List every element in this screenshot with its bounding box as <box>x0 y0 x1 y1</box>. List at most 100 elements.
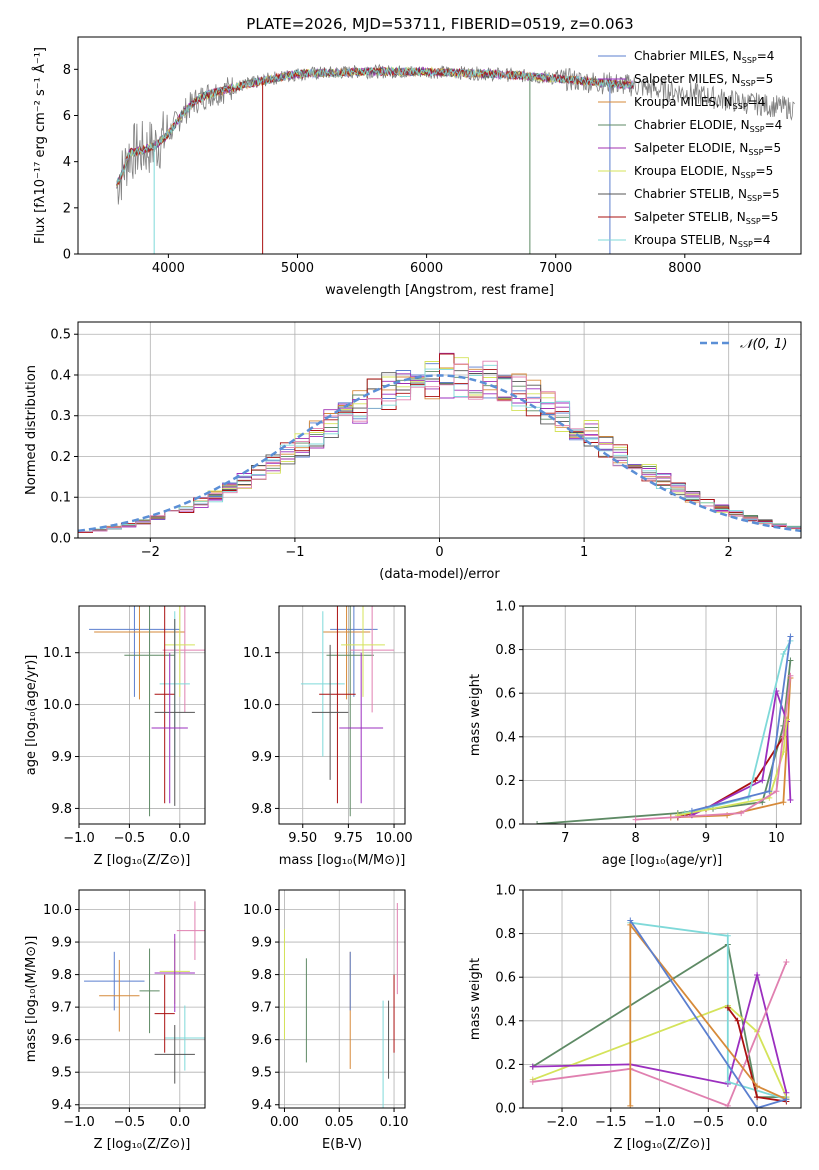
model-spectrum-7 <box>116 66 634 186</box>
y-tick-label: 9.9 <box>251 936 272 951</box>
axes-frame <box>78 605 206 825</box>
x-tick-label: −2.0 <box>546 1115 578 1130</box>
axes-frame <box>522 605 802 825</box>
histogram-8 <box>78 364 801 538</box>
y-tick-label: 9.4 <box>251 1098 272 1113</box>
x-tick-label: −0.5 <box>114 831 146 846</box>
panel-mass-vs-Z: −1.0 −0.5 0.0 9.4 9.5 9.6 9.7 9.8 9.9 10.0 Z [log₁… <box>24 889 206 1152</box>
y-tick-label: 2 <box>63 201 71 216</box>
y-tick-label: 0.8 <box>495 643 516 658</box>
x-tick-label: −1.5 <box>595 1115 627 1130</box>
panel-weight-vs-age: 7 8 9 10 0.0 0.2 0.4 0.6 0.8 1.0 age [log₁₀(age/yr… <box>468 600 802 868</box>
weight-line-4 <box>684 640 792 814</box>
x-tick-label: −2 <box>141 545 160 560</box>
weight-marker <box>754 1083 761 1090</box>
weight-marker <box>783 1096 790 1103</box>
x-tick-label: −0.5 <box>114 1115 146 1130</box>
weight-marker <box>787 657 794 664</box>
histogram-9 <box>78 360 801 538</box>
y-tick-label: 9.6 <box>251 1033 272 1048</box>
y-tick-label: 0.0 <box>495 818 516 833</box>
y-tick-label: 9.8 <box>51 968 72 983</box>
weight-line-5 <box>677 719 788 817</box>
x-tick-label: 1 <box>580 545 588 560</box>
figure-title: PLATE=2026, MJD=53711, FIBERID=0519, z=0… <box>246 15 633 33</box>
gaussian-curve <box>78 374 801 533</box>
x-tick-label: 10.00 <box>375 831 412 846</box>
weight-marker <box>724 1078 731 1085</box>
weight-marker <box>787 633 794 640</box>
y-tick-label: 10.0 <box>43 903 72 918</box>
weight-line-7 <box>629 919 787 1108</box>
y-tick-label: 9.8 <box>251 802 272 817</box>
x-tick-label: 0.10 <box>380 1115 409 1130</box>
weight-marker <box>783 1089 790 1096</box>
legend-label: Chabrier MILES, NSSP=4 <box>634 49 774 65</box>
y-tick-label: 4 <box>63 155 71 170</box>
y-tick-label: 1.0 <box>495 884 516 899</box>
model-spectrum-8 <box>116 65 634 184</box>
legend-label: Salpeter STELIB, NSSP=5 <box>634 210 778 226</box>
model-spectrum-0 <box>116 66 634 184</box>
plot-area <box>529 917 790 1108</box>
model-spectrum-4 <box>116 66 634 188</box>
y-tick-label: 9.4 <box>51 1098 72 1113</box>
weight-marker <box>627 917 634 924</box>
y-tick-label: 9.6 <box>51 1033 72 1048</box>
weight-marker <box>780 650 787 657</box>
y-tick-label: 1.0 <box>495 600 516 615</box>
x-tick-label: 6000 <box>410 261 443 276</box>
weight-marker <box>773 788 780 795</box>
plot-area <box>116 63 795 254</box>
x-axis-label: age [log₁₀(age/yr)] <box>602 853 723 868</box>
y-tick-label: 6 <box>63 109 71 124</box>
weight-marker <box>754 1094 761 1101</box>
plot-area <box>300 606 395 817</box>
weight-marker <box>787 672 794 679</box>
x-tick-label: 7 <box>561 831 569 846</box>
y-tick-label: 0.0 <box>50 532 71 547</box>
model-spectrum-6 <box>116 66 634 186</box>
y-tick-label: 9.7 <box>51 1001 72 1016</box>
weight-marker <box>738 810 745 817</box>
y-tick-label: 0.0 <box>495 1102 516 1117</box>
y-axis-label: age [log₁₀(age/yr)] <box>24 655 39 776</box>
x-tick-label: 9.75 <box>334 831 363 846</box>
legend-label: Chabrier ELODIE, NSSP=4 <box>634 118 782 134</box>
plot-area <box>78 352 801 538</box>
model-spectrum-3 <box>116 66 634 189</box>
x-tick-label: 5000 <box>281 261 314 276</box>
y-tick-label: 0 <box>63 248 71 263</box>
legend-label: Kroupa STELIB, NSSP=4 <box>634 233 771 249</box>
model-spectrum-2 <box>116 66 634 184</box>
weight-marker <box>724 1004 731 1011</box>
x-tick-label: 2 <box>725 545 733 560</box>
x-axis-label: Z [log₁₀(Z/Z⊙)] <box>94 1137 191 1152</box>
plot-area <box>89 606 205 817</box>
y-tick-label: 8 <box>63 63 71 78</box>
y-tick-label: 9.5 <box>51 1066 72 1081</box>
weight-line-3 <box>532 961 788 1107</box>
y-tick-label: 0.2 <box>495 774 516 789</box>
x-tick-label: 9.50 <box>288 831 317 846</box>
plot-area <box>84 901 205 1084</box>
weight-marker <box>632 816 639 823</box>
x-axis-label: Z [log₁₀(Z/Z⊙)] <box>614 1137 711 1152</box>
y-tick-label: 0.4 <box>495 1014 516 1029</box>
plot-area <box>283 903 398 1108</box>
y-tick-label: 0.1 <box>50 491 71 506</box>
axes-frame <box>278 889 406 1109</box>
weight-line-6 <box>629 922 787 1106</box>
weight-line-5 <box>727 1007 787 1103</box>
weight-line-0 <box>537 660 792 824</box>
y-axis-label: mass [log₁₀(M/M⊙)] <box>24 936 39 1063</box>
weight-marker <box>783 958 790 965</box>
panels: Chabrier MILES, NSSP=4 Salpeter MILES, NS… <box>24 36 802 1152</box>
legend-label: Chabrier STELIB, NSSP=5 <box>634 187 780 203</box>
legend-label: Kroupa ELODIE, NSSP=5 <box>634 164 773 180</box>
y-tick-label: 9.9 <box>51 936 72 951</box>
weight-marker <box>754 972 761 979</box>
weight-marker <box>529 1063 536 1070</box>
x-tick-label: 0.0 <box>169 1115 190 1130</box>
y-tick-label: 10.0 <box>243 903 272 918</box>
